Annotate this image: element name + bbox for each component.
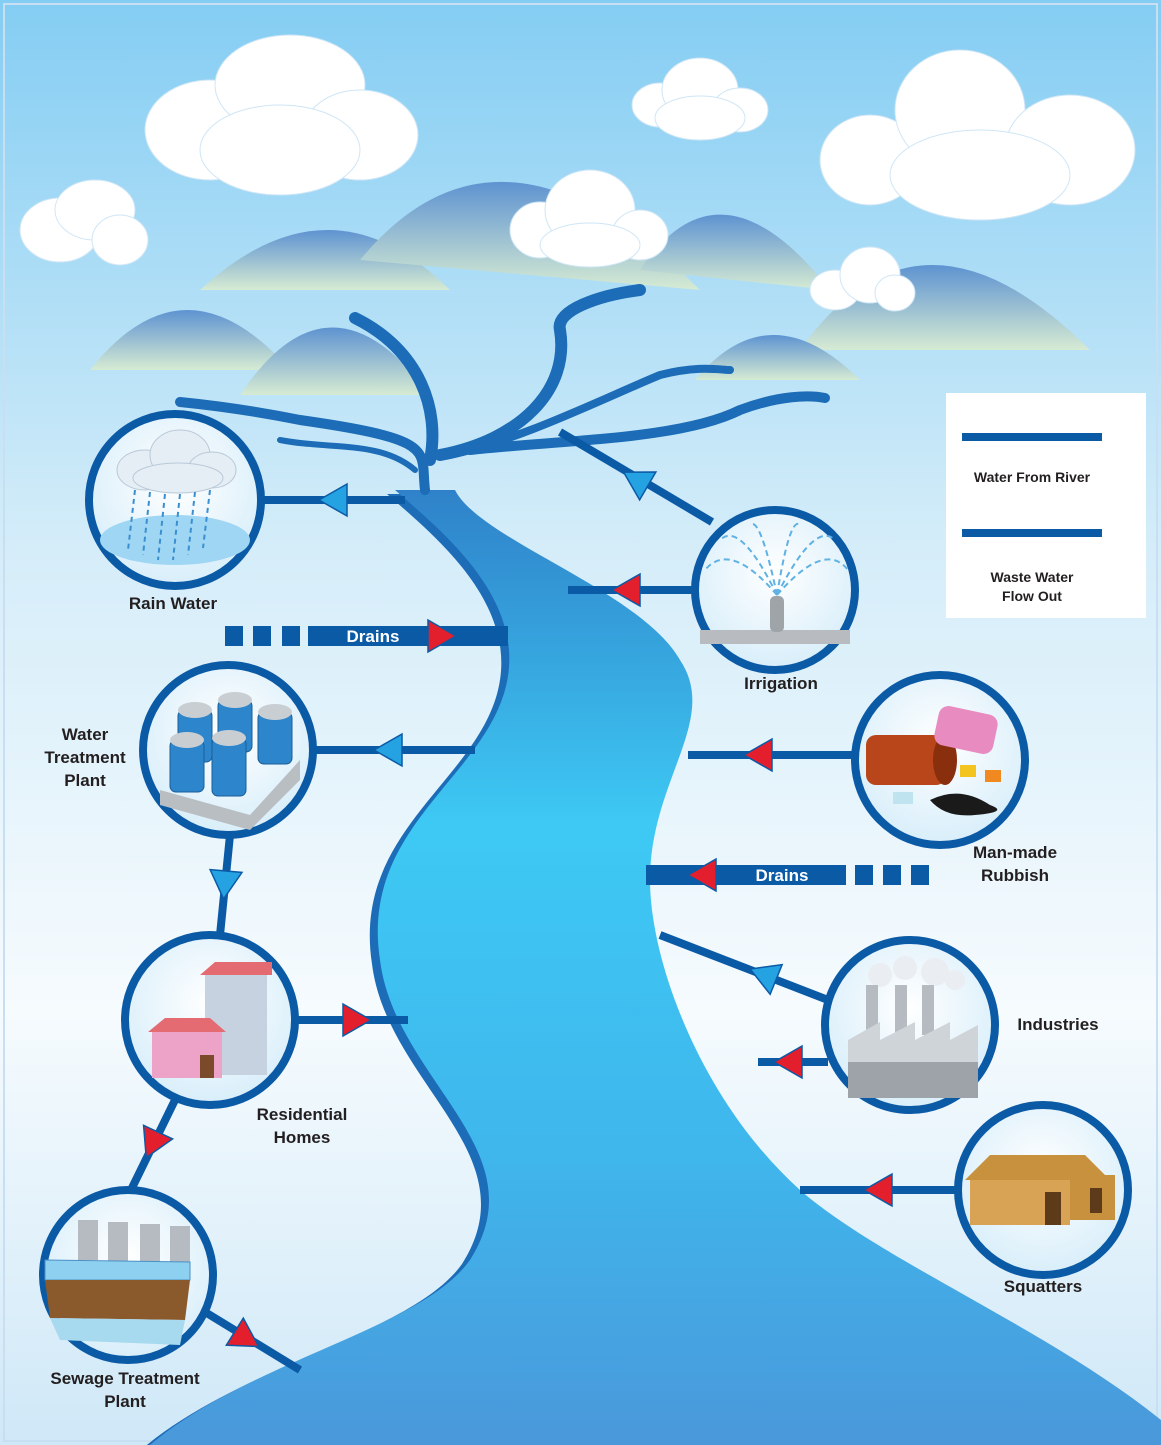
legend-label: Water From River <box>974 469 1091 485</box>
drain-dash <box>911 865 929 885</box>
node-label: Plant <box>64 771 106 790</box>
icon-sprinkler <box>770 596 784 632</box>
icon-bottle <box>893 792 913 804</box>
legend-label: Flow Out <box>1002 588 1062 604</box>
node-label: Homes <box>274 1128 331 1147</box>
drain-pipe <box>308 626 508 646</box>
drain-label: Drains <box>347 627 400 646</box>
icon-basins <box>45 1260 190 1280</box>
drain-pipe <box>646 865 846 885</box>
drain-dash <box>225 626 243 646</box>
node-label: Rubbish <box>981 866 1049 885</box>
node-label: Plant <box>104 1392 146 1411</box>
drain-dash <box>883 865 901 885</box>
drain-dash <box>855 865 873 885</box>
node-label: Treatment <box>44 748 126 767</box>
node-label: Squatters <box>1004 1277 1082 1296</box>
node-man-made-rubbish <box>855 675 1025 845</box>
node-squatters <box>958 1105 1128 1275</box>
node-water-treatment <box>143 665 313 835</box>
node-irrigation <box>695 510 855 670</box>
icon-can <box>985 770 1001 782</box>
icon-filter <box>45 1280 190 1320</box>
node-rain-water <box>89 414 261 586</box>
icon-factory-wall <box>848 1062 978 1098</box>
icon-door <box>1045 1192 1061 1225</box>
node-residential-homes <box>125 935 295 1105</box>
legend-label: Waste Water <box>991 569 1075 585</box>
page: River Diagram {"legend": {"items": [ {"l… <box>0 0 1161 1445</box>
body: Drains Drains <box>0 0 1161 1445</box>
river-diagram: Drains Drains <box>0 0 1161 1445</box>
drains-left: Drains <box>225 626 508 646</box>
node-label: Sewage Treatment <box>50 1369 200 1388</box>
node-label: Man-made <box>973 843 1057 862</box>
node-industries <box>825 940 995 1110</box>
node-label: Water <box>62 725 109 744</box>
node-label: Industries <box>1017 1015 1098 1034</box>
node-label: Irrigation <box>744 674 818 693</box>
drain-label: Drains <box>756 866 809 885</box>
node-label: Rain Water <box>129 594 218 613</box>
node-sewage-treatment <box>43 1190 213 1360</box>
node-label: Residential <box>257 1105 348 1124</box>
drain-dash <box>282 626 300 646</box>
icon-can <box>960 765 976 777</box>
icon-door <box>200 1055 214 1078</box>
drain-dash <box>253 626 271 646</box>
icon-door <box>1090 1188 1102 1213</box>
icon-pipe <box>700 630 850 644</box>
